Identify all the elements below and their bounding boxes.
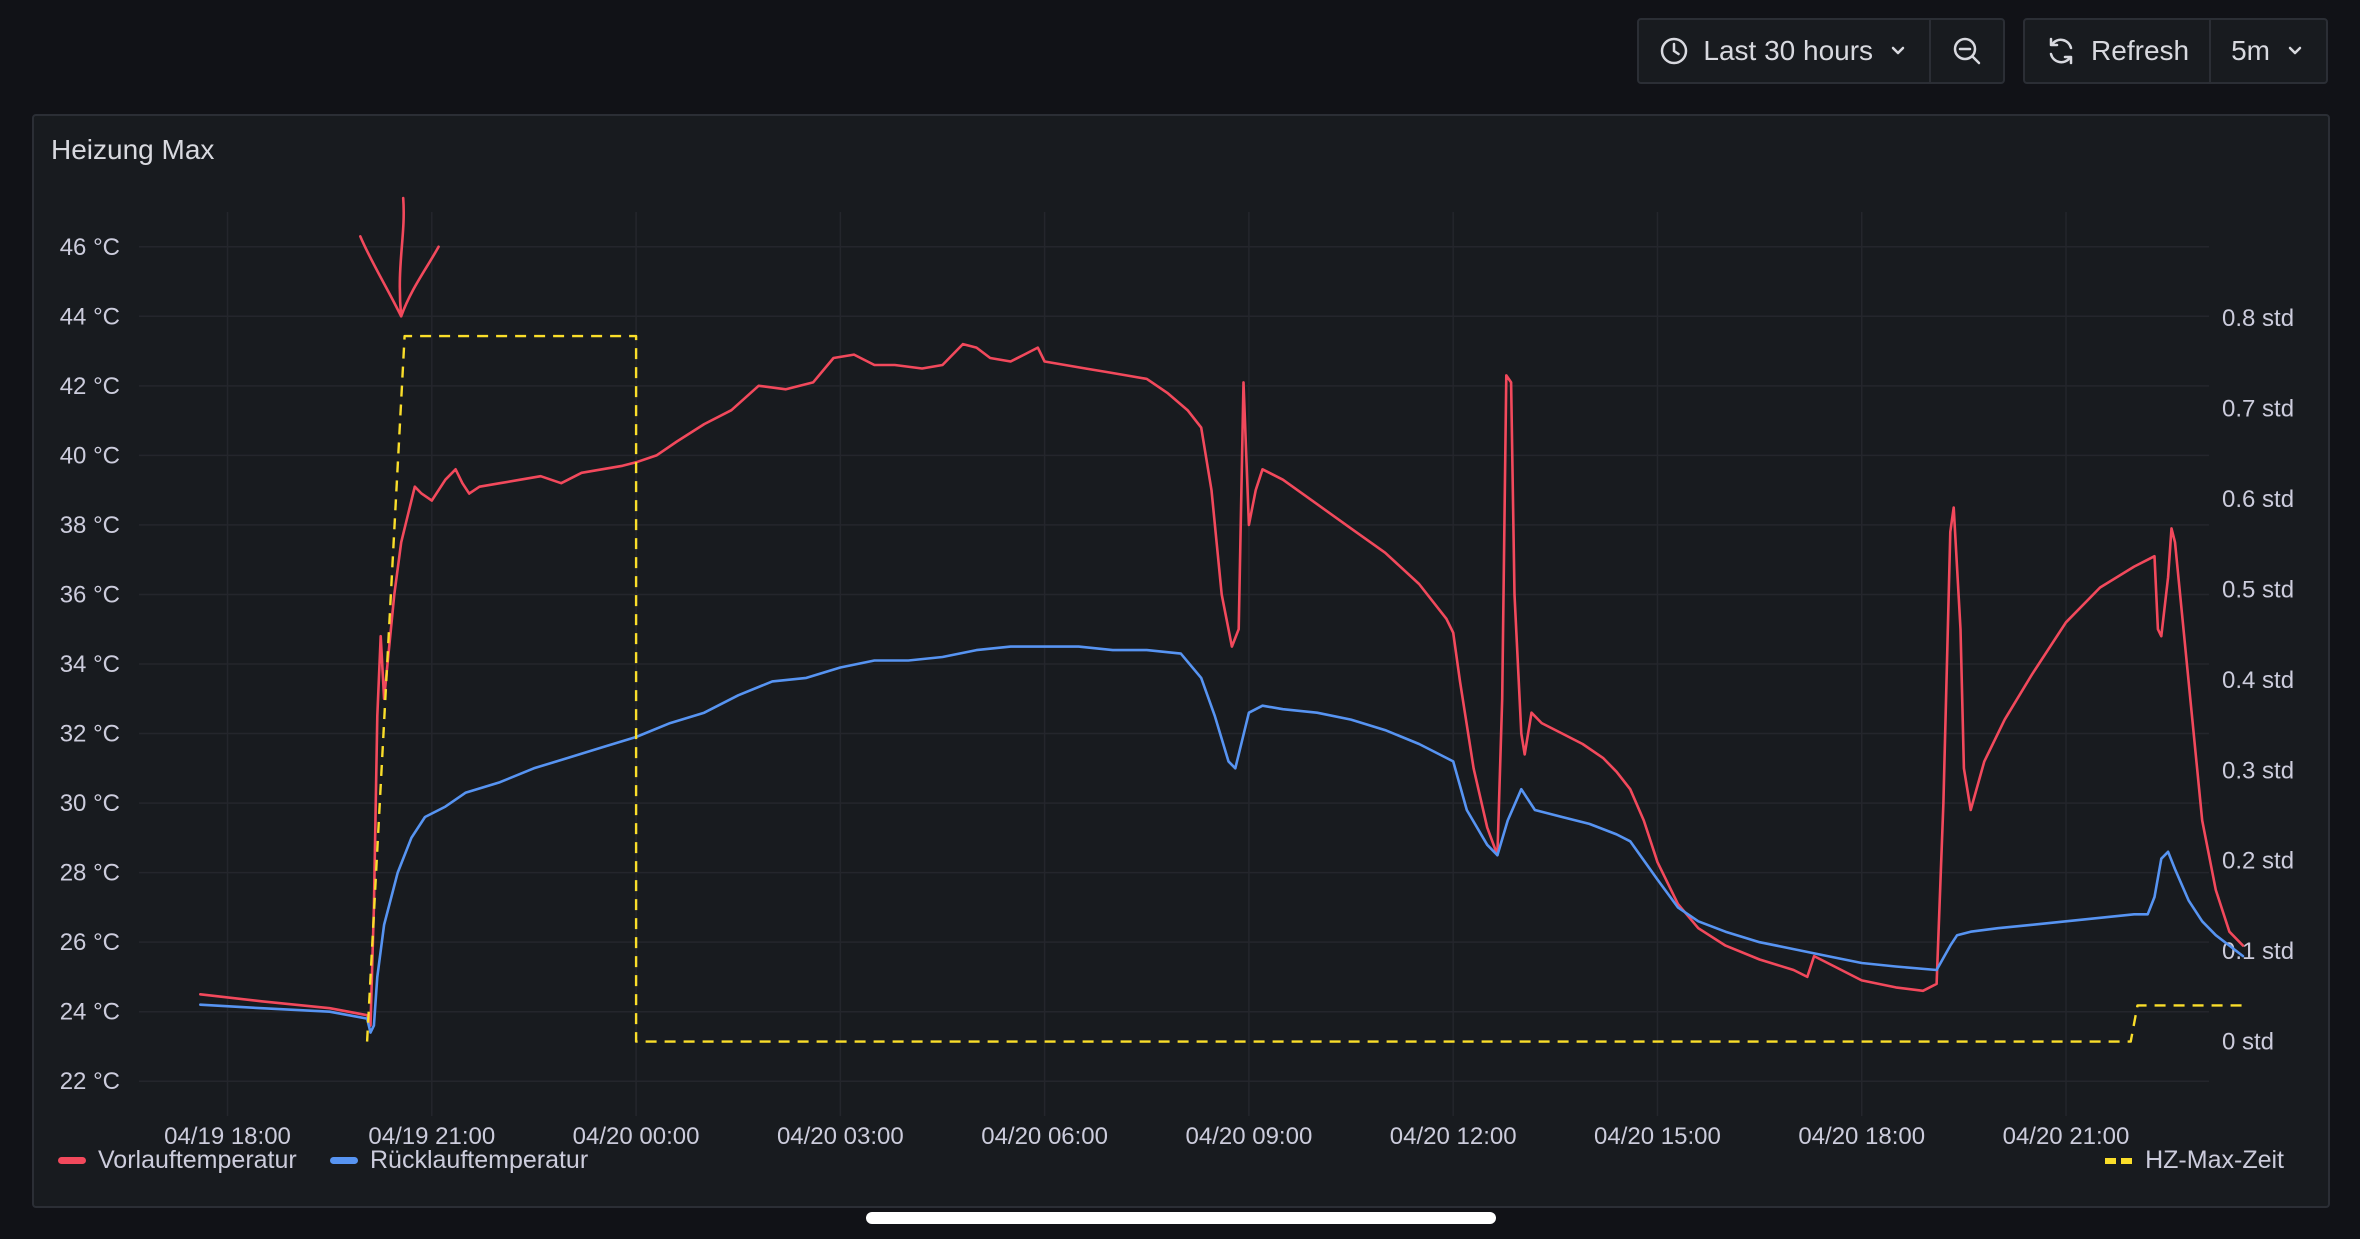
x-tick-label: 04/20 06:00 — [981, 1123, 1108, 1150]
legend-label-ruecklauf: Rücklauftemperatur — [370, 1146, 589, 1174]
y-left-tick-label: 34 °C — [60, 651, 120, 678]
line-chart[interactable]: 46 °C 44 °C 42 °C 40 °C 38 °C 36 °C 34 °C 32 °C… — [34, 116, 2328, 1206]
annotation-arrow — [358, 196, 440, 318]
refresh-interval-label: 5m — [2231, 35, 2270, 66]
x-tick-label: 04/20 18:00 — [1798, 1123, 1925, 1150]
chevron-down-icon — [2284, 40, 2306, 62]
y-right-tick-label: 0.5 std — [2222, 576, 2294, 603]
x-tick-label: 04/20 09:00 — [1186, 1123, 1313, 1150]
x-tick-label: 04/19 21:00 — [368, 1123, 495, 1150]
zoom-out-icon — [1951, 35, 1983, 67]
chart-panel: Heizung Max 46 °C 44 °C 42 °C 40 °C 38 °C 36 … — [32, 114, 2330, 1208]
series-line-1[interactable] — [199, 645, 2245, 1034]
y-right-tick-label: 0.2 std — [2222, 848, 2294, 875]
dashboard-toolbar: Last 30 hours Refresh 5m — [1637, 18, 2328, 84]
x-tick-label: 04/20 00:00 — [573, 1123, 700, 1150]
refresh-picker: Refresh 5m — [2023, 18, 2328, 84]
y-left-tick-label: 38 °C — [60, 512, 120, 539]
y-left-tick-label: 40 °C — [60, 442, 120, 469]
y-right-tick-label: 0.3 std — [2222, 757, 2294, 784]
x-tick-label: 04/20 12:00 — [1390, 1123, 1517, 1150]
y-left-tick-label: 42 °C — [60, 373, 120, 400]
time-range-label: Last 30 hours — [1703, 35, 1874, 66]
legend-swatch-hz-max — [2105, 1157, 2134, 1164]
y-right-tick-label: 0.7 std — [2222, 395, 2294, 422]
legend-item-ruecklauf[interactable]: Rücklauftemperatur — [330, 1146, 588, 1175]
clock-icon — [1659, 36, 1689, 66]
y-left-tick-label: 24 °C — [60, 999, 120, 1026]
legend-label-vorlauf: Vorlauftemperatur — [98, 1146, 297, 1174]
legend-item-hz-max[interactable]: HZ-Max-Zeit — [2105, 1146, 2284, 1175]
refresh-icon — [2045, 35, 2077, 67]
x-tick-label: 04/20 15:00 — [1594, 1123, 1721, 1150]
series-line-2[interactable] — [365, 334, 2243, 1043]
time-range-button[interactable]: Last 30 hours — [1639, 20, 1929, 82]
y-right-tick-label: 0 std — [2222, 1029, 2274, 1056]
chevron-down-icon — [1887, 40, 1909, 62]
y-left-tick-label: 26 °C — [60, 929, 120, 956]
legend-item-vorlauf[interactable]: Vorlauftemperatur — [58, 1146, 297, 1175]
refresh-button[interactable]: Refresh — [2025, 20, 2209, 82]
y-left-tick-label: 28 °C — [60, 860, 120, 887]
y-right-tick-label: 0.4 std — [2222, 667, 2294, 694]
y-right-tick-label: 0.8 std — [2222, 305, 2294, 332]
legend-swatch-ruecklauf — [330, 1157, 358, 1164]
y-left-tick-label: 44 °C — [60, 303, 120, 330]
legend-swatch-vorlauf — [58, 1157, 86, 1164]
y-left-tick-label: 30 °C — [60, 790, 120, 817]
legend-label-hz-max: HZ-Max-Zeit — [2145, 1146, 2284, 1174]
x-tick-label: 04/20 21:00 — [2003, 1123, 2130, 1150]
y-left-tick-label: 22 °C — [60, 1068, 120, 1095]
y-left-tick-label: 32 °C — [60, 721, 120, 748]
series-line-0[interactable] — [199, 342, 2245, 1027]
y-right-tick-label: 0.1 std — [2222, 938, 2294, 965]
zoom-out-button[interactable] — [1929, 20, 2003, 82]
y-left-tick-label: 46 °C — [60, 234, 120, 261]
refresh-interval-button[interactable]: 5m — [2209, 20, 2326, 82]
panel-title: Heizung Max — [51, 134, 215, 165]
refresh-label: Refresh — [2091, 35, 2190, 66]
y-left-tick-label: 36 °C — [60, 581, 120, 608]
x-tick-label: 04/20 03:00 — [777, 1123, 904, 1150]
home-indicator — [866, 1212, 1496, 1224]
x-tick-label: 04/19 18:00 — [164, 1123, 291, 1150]
y-right-tick-label: 0.6 std — [2222, 486, 2294, 513]
time-range-picker: Last 30 hours — [1637, 18, 2006, 84]
